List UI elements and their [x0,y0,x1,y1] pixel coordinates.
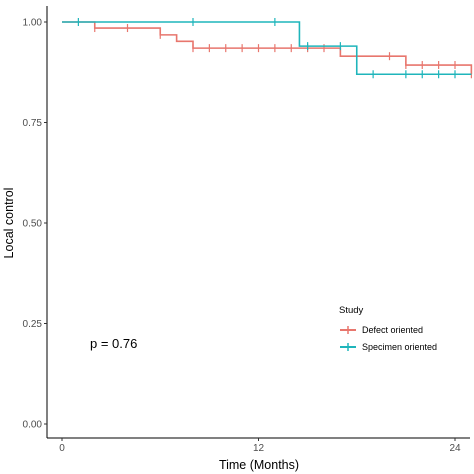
legend: Study Defect oriented Specimen oriented [339,305,437,352]
x-tick-label: 24 [449,443,461,454]
legend-item-defect: Defect oriented [340,325,423,335]
y-tick-label: 0.25 [23,319,43,330]
legend-item-specimen: Specimen oriented [340,342,437,352]
series-layer [62,18,473,79]
x-tick-label: 0 [59,443,65,454]
y-tick-label: 1.00 [23,18,43,29]
x-axis-title: Time (Months) [219,458,299,472]
series-defect-oriented [62,21,473,79]
y-tick-label: 0.50 [23,219,43,230]
y-axis-title: Local control [2,188,16,259]
survival-curve [62,21,473,75]
y-tick-label: 0.75 [23,118,43,129]
y-tick-label: 0.00 [23,420,43,431]
survival-curve [62,21,472,76]
legend-label-specimen: Specimen oriented [362,342,437,352]
legend-label-defect: Defect oriented [362,325,423,335]
p-value-annotation: p = 0.76 [90,336,137,351]
legend-title: Study [339,305,364,316]
x-tick-label: 12 [253,443,265,454]
series-specimen-oriented [62,18,472,79]
axes: 0.00 0.25 0.50 0.75 1.00 0 12 24 [23,6,470,454]
